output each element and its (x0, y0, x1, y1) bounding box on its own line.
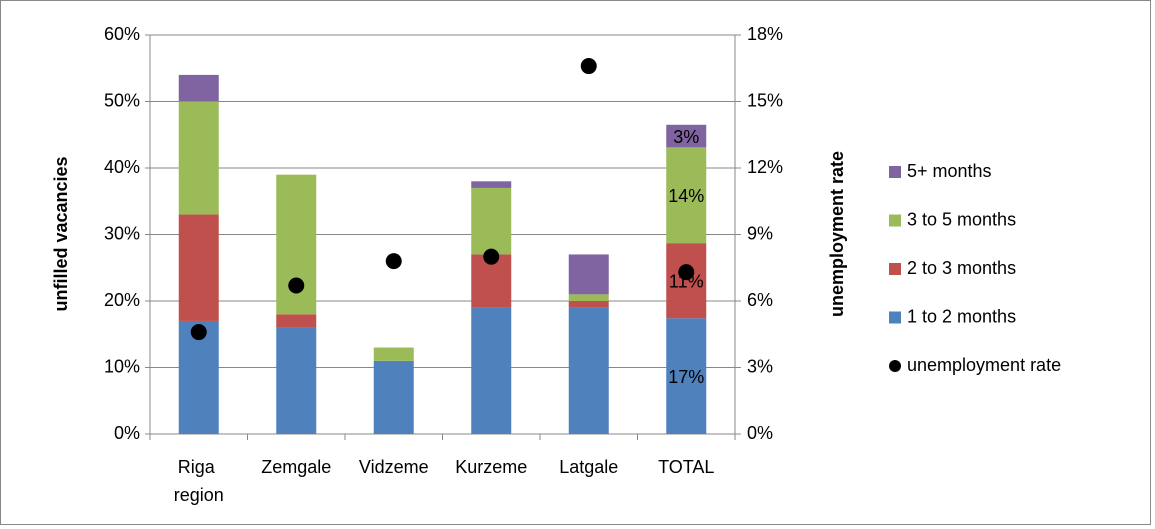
y-tick-label: 20% (104, 290, 140, 310)
x-tick-label: Kurzeme (455, 457, 527, 477)
bar-segment (276, 314, 317, 328)
legend-label: 2 to 3 months (907, 258, 1016, 278)
x-tick-label: Latgale (559, 457, 618, 477)
bar-segment (373, 360, 414, 434)
data-label: 14% (668, 186, 704, 206)
bar-segment (568, 294, 609, 301)
legend-swatch (889, 263, 901, 275)
y2-tick-label: 15% (747, 90, 783, 110)
bar-segment (471, 187, 512, 255)
data-label: 3% (673, 127, 699, 147)
scatter-point (288, 277, 305, 294)
legend-swatch (889, 311, 901, 324)
y-tick-label: 60% (104, 24, 140, 44)
bar-segment (178, 214, 219, 321)
y2-tick-label: 12% (747, 157, 783, 177)
legend-swatch (889, 166, 901, 178)
y-axis-title: unfilled vacancies (51, 156, 71, 311)
y2-tick-label: 9% (747, 223, 773, 243)
bar-segment (471, 181, 512, 188)
legend-label: 1 to 2 months (907, 306, 1016, 326)
y-tick-label: 0% (114, 423, 140, 443)
bar-segment (568, 254, 609, 295)
scatter-point (483, 248, 500, 265)
scatter-point (678, 264, 695, 281)
legend-label: 5+ months (907, 161, 992, 181)
legend-swatch (889, 360, 901, 372)
bar-segment (666, 124, 707, 148)
bar-segment (666, 147, 707, 244)
data-label: 11% (669, 271, 704, 291)
x-tick-label: Vidzeme (359, 457, 429, 477)
data-label: 17% (668, 367, 704, 387)
x-tick-label: Zemgale (261, 457, 331, 477)
y-tick-label: 50% (104, 90, 140, 110)
bar-segment (666, 318, 707, 434)
legend-swatch (889, 214, 901, 227)
x-tick-label: TOTAL (658, 457, 714, 477)
x-tick-label: Riga region (174, 457, 224, 505)
scatter-point (580, 58, 597, 75)
bar-segment (666, 243, 707, 319)
legend-label: 3 to 5 months (907, 209, 1016, 229)
bar-segment (568, 301, 609, 308)
y2-tick-label: 3% (747, 356, 773, 376)
bar-segment (276, 327, 317, 434)
legend-label: unemployment rate (907, 355, 1061, 375)
y-tick-label: 30% (104, 223, 140, 243)
y2-tick-label: 6% (747, 290, 773, 310)
y2-axis-title: unemployment rate (827, 151, 847, 317)
y2-tick-label: 18% (747, 24, 783, 44)
y-tick-label: 40% (104, 157, 140, 177)
y-tick-label: 10% (104, 356, 140, 376)
y2-tick-label: 0% (747, 423, 773, 443)
scatter-point (190, 324, 207, 341)
bar-segment (178, 101, 219, 215)
bar-segment (178, 74, 219, 102)
bar-segment (471, 307, 512, 434)
bar-segment (373, 347, 414, 361)
scatter-point (385, 253, 402, 270)
bar-segment (568, 307, 609, 434)
